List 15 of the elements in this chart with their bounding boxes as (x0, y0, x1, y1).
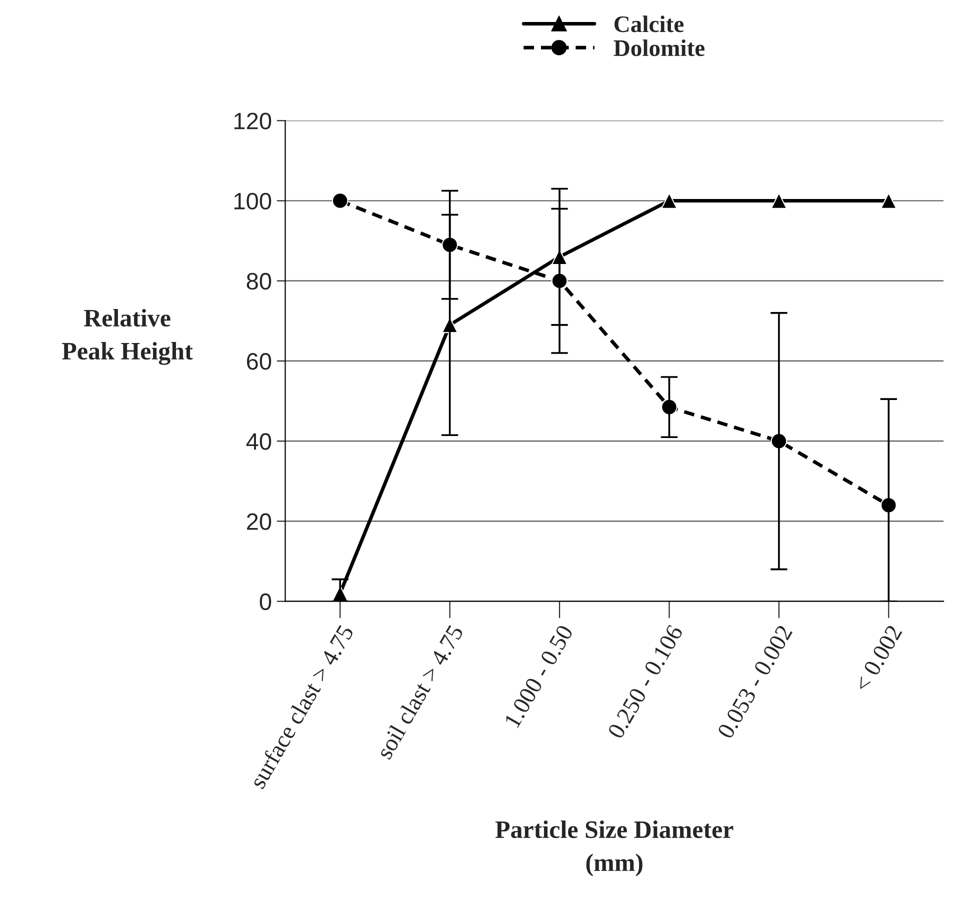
y-tick-label: 120 (234, 112, 272, 130)
point (880, 192, 897, 209)
y-tick-label: 40 (246, 433, 272, 450)
legend-label: Calcite (614, 16, 684, 32)
y-tick-label: 60 (246, 353, 272, 370)
x-axis-title: Particle Size Diameter (mm) (495, 820, 734, 876)
y-tick-label: 0 (260, 593, 272, 610)
point (661, 192, 678, 209)
point (770, 192, 788, 209)
legend-label: Dolomite (614, 40, 705, 56)
point (332, 192, 348, 209)
y-axis-title: Relative Peak Height (62, 308, 193, 365)
y-tick-label: 20 (246, 513, 272, 530)
y-tick-label: 80 (246, 272, 272, 290)
y-tick-label: 100 (234, 192, 272, 210)
